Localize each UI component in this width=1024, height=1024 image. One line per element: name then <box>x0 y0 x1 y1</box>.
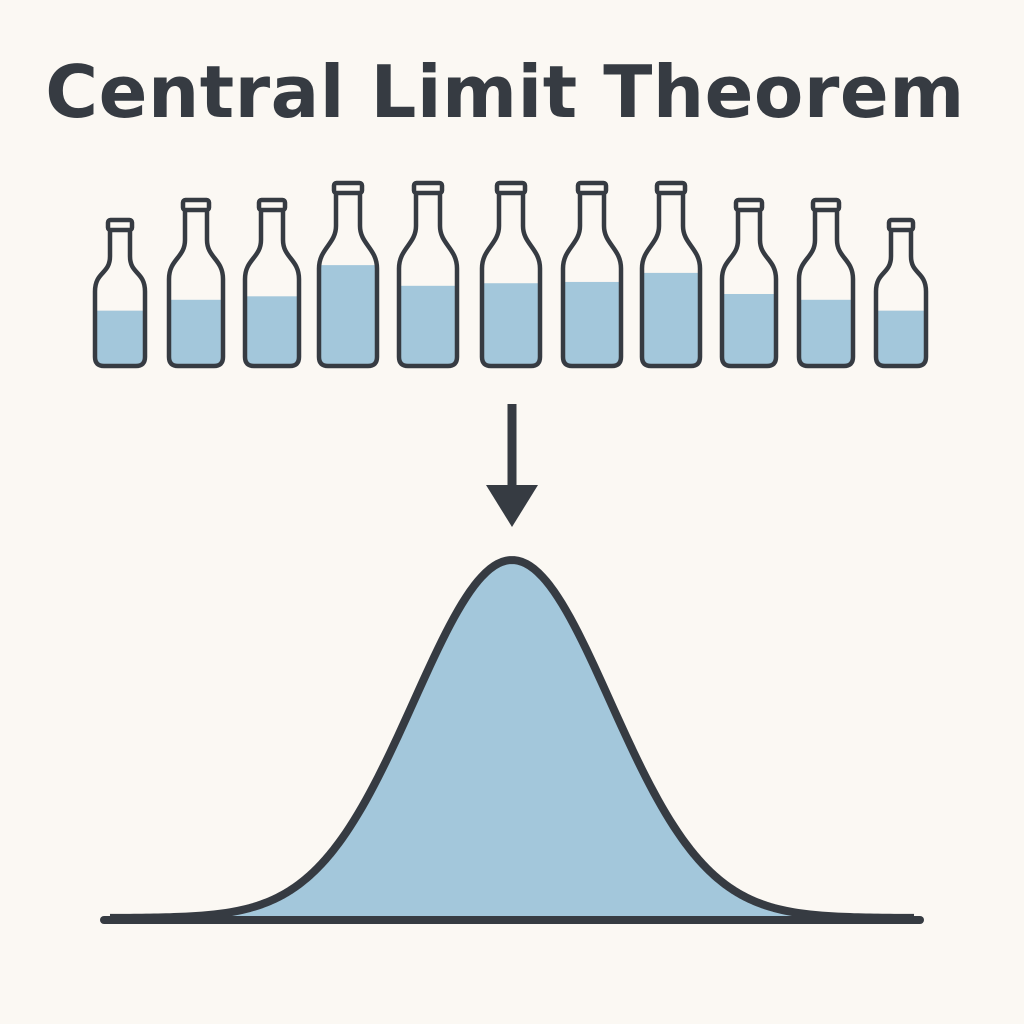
bottle <box>561 183 623 370</box>
bottle <box>874 220 928 370</box>
bottle <box>317 183 379 370</box>
bottle <box>720 200 778 370</box>
bottle-cap <box>578 183 606 193</box>
bottle <box>480 183 542 370</box>
bottle-row <box>93 183 928 370</box>
bottle-cap <box>259 200 285 210</box>
bottle-cap <box>183 200 209 210</box>
bottle-water <box>720 294 778 370</box>
bottle <box>640 183 702 370</box>
bottle <box>243 200 301 370</box>
bottle-water <box>167 300 225 370</box>
arrow-down-icon <box>486 404 538 527</box>
bottle-cap <box>657 183 685 193</box>
bottle-water <box>93 311 147 370</box>
bottle-water <box>640 273 702 370</box>
bottle-cap <box>736 200 762 210</box>
bottle-water <box>317 265 379 370</box>
bottle-cap <box>813 200 839 210</box>
bottle-water <box>561 282 623 370</box>
normal-curve-area <box>110 560 914 918</box>
normal-curve <box>104 560 920 920</box>
bottle-cap <box>108 220 132 230</box>
bottle-water <box>243 296 301 370</box>
bottle <box>167 200 225 370</box>
bottle-cap <box>334 183 362 193</box>
bottle-water <box>797 300 855 370</box>
bottle <box>797 200 855 370</box>
bottle-water <box>874 311 928 370</box>
bottle-cap <box>889 220 913 230</box>
bottle-water <box>397 286 459 370</box>
bottle <box>93 220 147 370</box>
bottle-water <box>480 283 542 370</box>
bottle-cap <box>497 183 525 193</box>
bottle-cap <box>414 183 442 193</box>
bottle <box>397 183 459 370</box>
